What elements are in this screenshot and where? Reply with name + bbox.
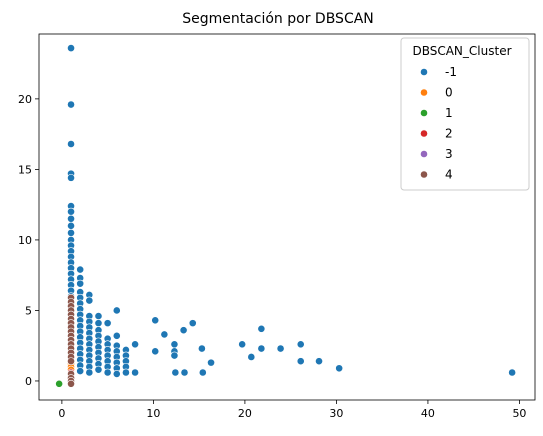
data-point-cluster--1: [112, 331, 121, 340]
legend-label: 1: [445, 106, 453, 120]
legend-marker: [420, 129, 428, 138]
data-point-cluster--1: [296, 340, 305, 349]
data-point-cluster--1: [67, 44, 75, 53]
axes-layer: 0 10 20 30 40 50 0 5 10 15 20: [18, 93, 526, 420]
legend-marker: [420, 170, 428, 179]
data-point-cluster--1: [207, 358, 215, 367]
data-point-cluster--1: [197, 344, 206, 353]
data-point-cluster-4: [67, 379, 75, 388]
data-point-cluster--1: [188, 319, 197, 328]
legend-label: 4: [445, 168, 453, 182]
data-point-cluster--1: [257, 344, 266, 353]
y-tick-label: 15: [18, 163, 32, 176]
legend-marker: [420, 109, 428, 117]
data-point-cluster--1: [296, 357, 305, 366]
data-point-cluster--1: [508, 368, 517, 377]
data-point-cluster--1: [180, 368, 189, 377]
data-point-cluster--1: [198, 368, 207, 377]
data-point-cluster--1: [112, 306, 121, 315]
data-point-cluster--1: [238, 340, 247, 349]
data-point-cluster-1: [55, 379, 64, 388]
data-point-cluster--1: [151, 316, 160, 325]
data-point-cluster--1: [76, 367, 85, 375]
y-tick-label: 20: [18, 93, 32, 106]
data-point-cluster--1: [131, 368, 139, 377]
x-tick-label: 40: [421, 407, 435, 420]
x-tick-label: 10: [146, 407, 160, 420]
x-tick-label: 50: [512, 407, 526, 420]
data-point-cluster--1: [131, 340, 139, 349]
legend-marker: [420, 150, 428, 158]
x-tick-label: 30: [329, 407, 343, 420]
data-point-cluster--1: [67, 100, 75, 109]
data-point-cluster--1: [179, 326, 188, 335]
data-point-cluster--1: [94, 312, 103, 320]
data-point-cluster--1: [85, 368, 94, 377]
data-point-cluster--1: [276, 344, 285, 353]
data-point-cluster--1: [76, 265, 85, 274]
legend-label: -1: [445, 65, 457, 79]
data-point-cluster--1: [170, 340, 179, 349]
legend-title: DBSCAN_Cluster: [412, 44, 511, 58]
y-tick-label: 5: [25, 304, 32, 317]
data-point-cluster--1: [151, 347, 160, 356]
points-layer: [55, 44, 517, 388]
data-point-cluster-4: [67, 357, 75, 366]
data-point-cluster--1: [67, 140, 75, 148]
data-point-cluster--1: [76, 279, 85, 288]
data-point-cluster--1: [257, 324, 266, 333]
y-tick-label: 0: [25, 375, 32, 388]
x-tick-label: 20: [238, 407, 252, 420]
legend: DBSCAN_Cluster -1 0 1 2 3 4: [400, 37, 530, 191]
data-point-cluster--1: [171, 368, 180, 377]
data-point-cluster--1: [103, 319, 112, 328]
data-point-cluster--1: [160, 330, 169, 339]
x-tick-label: 0: [58, 407, 65, 420]
legend-label: 0: [445, 86, 453, 100]
data-point-cluster--1: [112, 370, 121, 378]
data-point-cluster--1: [335, 364, 344, 373]
data-point-cluster--1: [103, 368, 112, 377]
data-point-cluster--1: [67, 228, 75, 237]
data-point-cluster--1: [315, 357, 323, 366]
data-point-cluster--1: [247, 353, 256, 361]
data-point-cluster--1: [67, 221, 75, 230]
chart-title: Segmentación por DBSCAN: [182, 11, 374, 27]
legend-label: 2: [445, 127, 453, 141]
data-point-cluster--1: [94, 319, 103, 328]
data-point-cluster--1: [85, 296, 94, 305]
y-tick-label: 10: [18, 234, 32, 247]
legend-label: 3: [445, 147, 453, 161]
data-point-cluster--1: [67, 207, 75, 216]
legend-box: [400, 37, 530, 191]
legend-marker: [420, 88, 428, 97]
data-point-cluster--1: [94, 365, 103, 374]
data-point-cluster--1: [170, 351, 179, 360]
data-point-cluster--1: [122, 368, 130, 377]
plot-frame: [38, 33, 536, 401]
data-point-cluster--1: [67, 214, 75, 223]
legend-marker: [420, 68, 428, 76]
data-point-cluster--1: [67, 173, 75, 182]
